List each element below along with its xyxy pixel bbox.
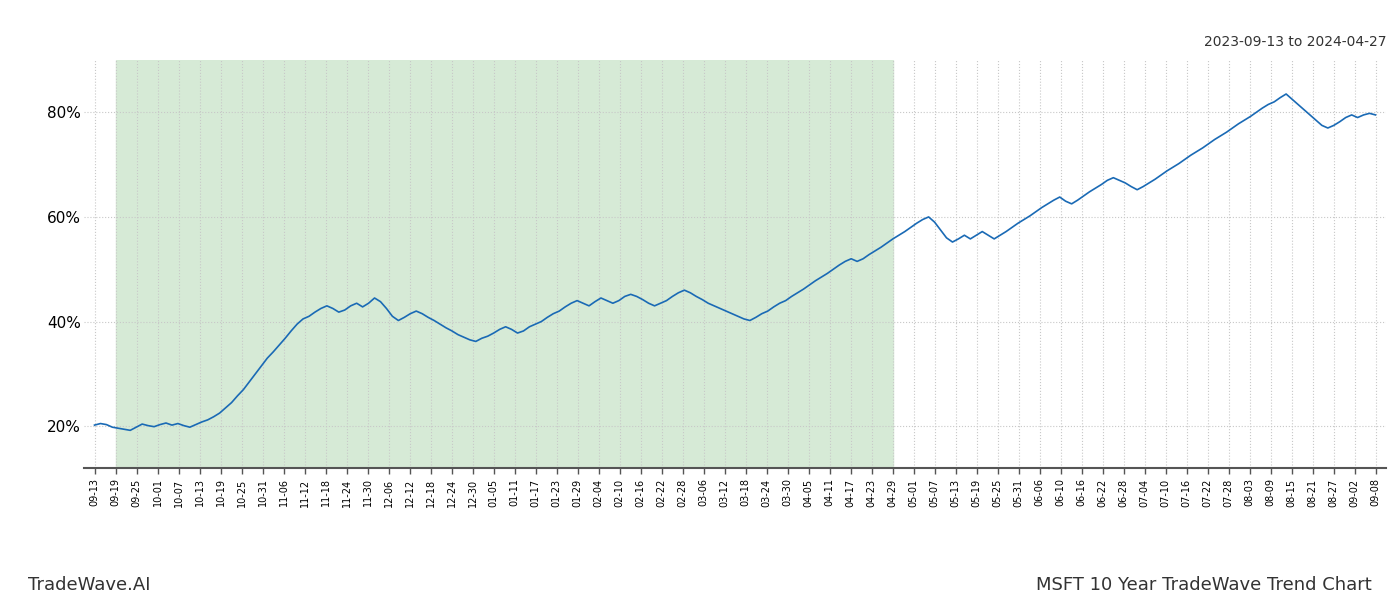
Text: TradeWave.AI: TradeWave.AI xyxy=(28,576,151,594)
Text: 2023-09-13 to 2024-04-27: 2023-09-13 to 2024-04-27 xyxy=(1204,35,1386,49)
Bar xyxy=(115,60,893,468)
Text: MSFT 10 Year TradeWave Trend Chart: MSFT 10 Year TradeWave Trend Chart xyxy=(1036,576,1372,594)
